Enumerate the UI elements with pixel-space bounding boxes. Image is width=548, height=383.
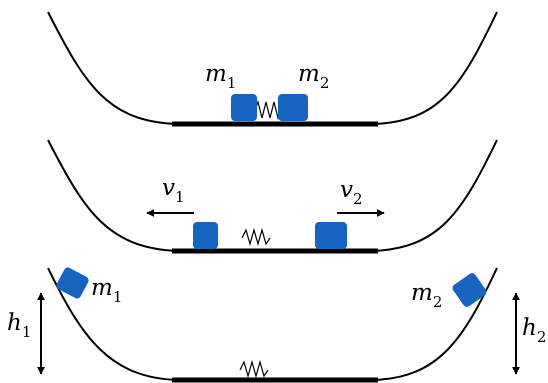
label-h2: h2: [522, 315, 546, 346]
block-m1: [193, 222, 218, 249]
block-m2: [278, 94, 308, 121]
compressed-spring: [254, 99, 282, 121]
block-m2: [315, 222, 347, 249]
label-v1: v1: [162, 175, 185, 206]
label-v2: v2: [340, 177, 363, 208]
label-m1: m1: [205, 61, 236, 92]
relaxed-spring: [241, 227, 271, 247]
relaxed-spring: [239, 359, 269, 379]
block-m1: [231, 94, 257, 121]
label-m2: m2: [411, 280, 442, 311]
label-m2: m2: [298, 61, 329, 92]
block-m2: [452, 273, 487, 307]
panel-1-compressed-spring: m1 m2: [47, 11, 498, 127]
panel-2-released: v1 v2: [47, 139, 498, 254]
label-h1: h1: [7, 310, 31, 341]
label-m1: m1: [91, 275, 122, 306]
track-curve: [47, 139, 498, 252]
panel-3-heights: m1 m2 h1 h2: [7, 267, 546, 383]
block-m1: [56, 267, 89, 299]
